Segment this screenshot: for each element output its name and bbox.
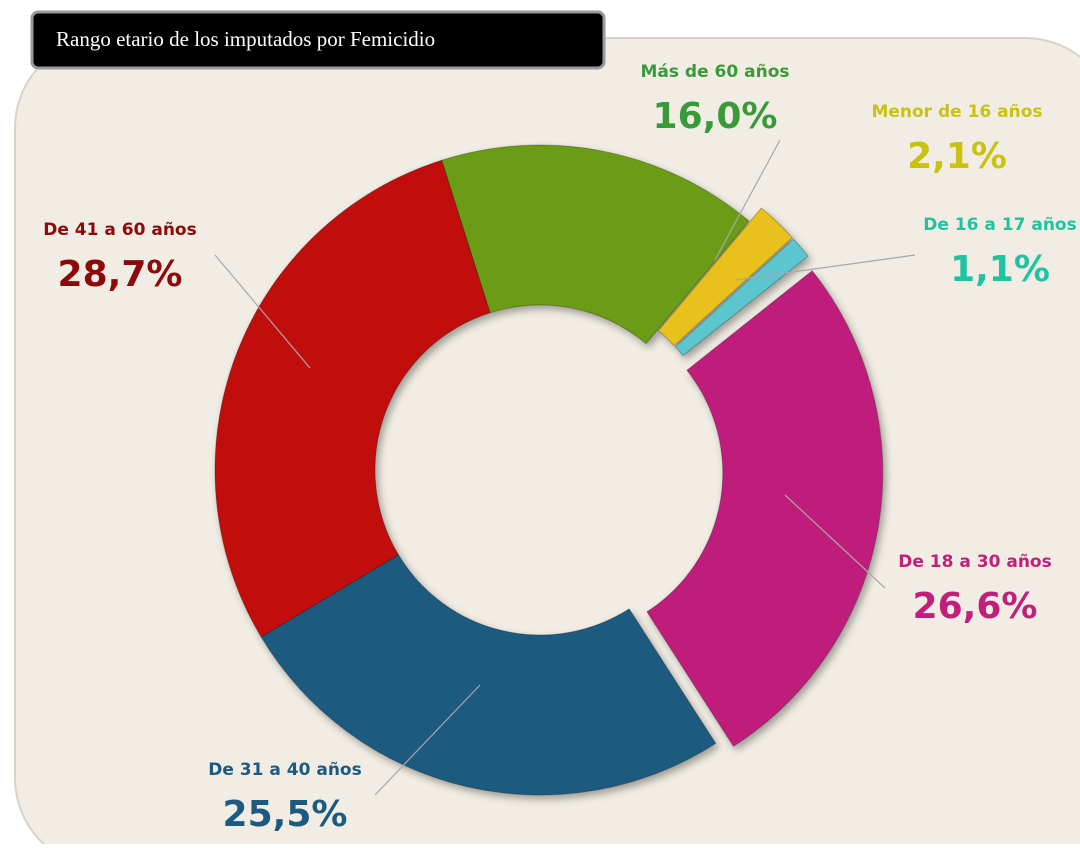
leader-line — [734, 254, 916, 281]
donut-slice — [441, 144, 750, 345]
chart-title: Rango etario de los imputados por Femici… — [56, 27, 435, 51]
leader-line — [784, 494, 886, 589]
donut-slice — [657, 207, 794, 347]
donut — [214, 144, 884, 796]
legend-label: Menor de 16 años — [871, 102, 1042, 122]
legend-label: Más de 60 años — [641, 62, 790, 82]
title-box — [30, 10, 606, 70]
data-label: 28,7% — [58, 254, 183, 295]
legend-label: De 41 a 60 años — [43, 220, 196, 240]
data-label: 26,6% — [913, 586, 1038, 627]
legend-label: De 31 a 40 años — [208, 760, 361, 780]
donut-slice — [260, 554, 717, 796]
donut-slice — [646, 270, 884, 748]
donut-slice — [674, 238, 809, 357]
legend-label: De 18 a 30 años — [898, 552, 1051, 572]
leader-line — [374, 684, 481, 796]
data-label: 16,0% — [653, 96, 778, 137]
data-label: 2,1% — [907, 136, 1007, 177]
data-label: 1,1% — [950, 249, 1050, 290]
data-label: 25,5% — [223, 794, 348, 835]
legend-label: De 16 a 17 años — [923, 215, 1076, 235]
leader-line — [214, 254, 311, 369]
donut-slice — [214, 159, 491, 638]
leader-line — [714, 139, 781, 261]
